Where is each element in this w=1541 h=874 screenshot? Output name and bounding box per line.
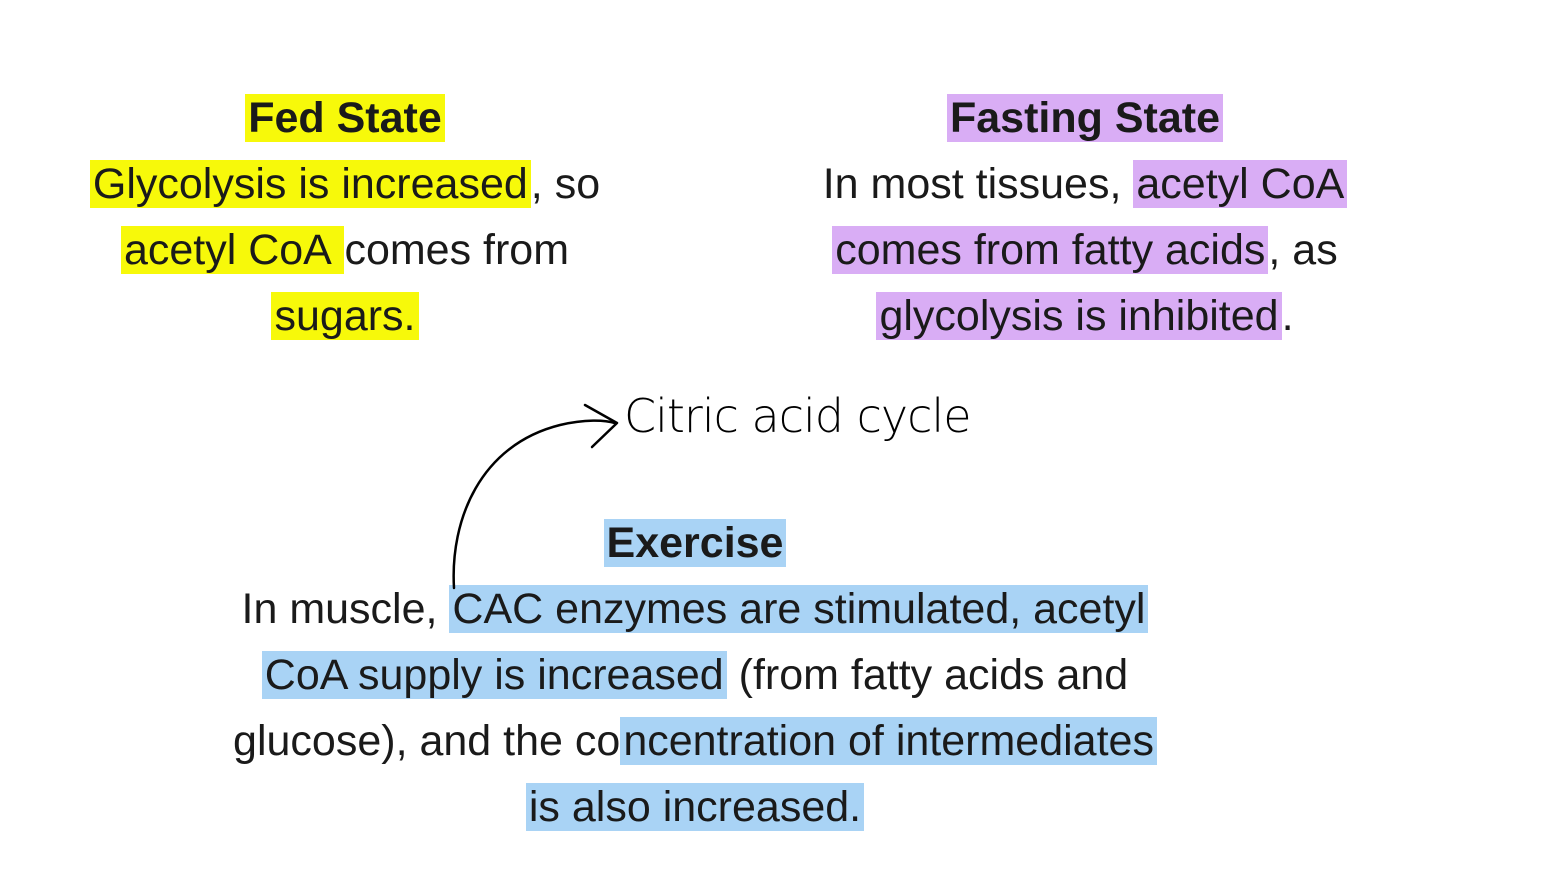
fasting-state-line-2: comes from fatty acids, as bbox=[760, 217, 1410, 283]
fasting-line1-highlight: acetyl CoA bbox=[1133, 160, 1348, 208]
fed-state-line-2: acetyl CoA comes from bbox=[40, 217, 650, 283]
exercise-line-3: glucose), and the concentration of inter… bbox=[110, 708, 1280, 774]
fasting-state-section: Fasting State In most tissues, acetyl Co… bbox=[760, 85, 1410, 349]
exercise-line-4: is also increased. bbox=[110, 774, 1280, 840]
fasting-state-line-3: glycolysis is inhibited. bbox=[760, 283, 1410, 349]
exercise-line1-pre: In muscle, bbox=[241, 585, 450, 633]
exercise-heading-text: Exercise bbox=[603, 519, 787, 567]
fasting-line2-rest: , as bbox=[1268, 226, 1338, 274]
fed-state-line-1: Glycolysis is increased, so bbox=[40, 151, 650, 217]
exercise-line-2: CoA supply is increased (from fatty acid… bbox=[110, 642, 1280, 708]
fed-line3-highlight: sugars. bbox=[271, 292, 419, 340]
fed-state-heading-text: Fed State bbox=[245, 94, 445, 142]
citric-acid-cycle-label: Citric acid cycle bbox=[624, 389, 971, 443]
exercise-line-1: In muscle, CAC enzymes are stimulated, a… bbox=[110, 576, 1280, 642]
fed-line2-highlight: acetyl CoA bbox=[120, 226, 345, 274]
exercise-line2-rest: (from fatty acids and bbox=[726, 651, 1129, 699]
fed-line2-rest: comes from bbox=[344, 226, 570, 274]
fed-line1-rest: , so bbox=[530, 160, 601, 208]
fed-state-section: Fed State Glycolysis is increased, so ac… bbox=[40, 85, 650, 349]
fasting-state-line-1: In most tissues, acetyl CoA bbox=[760, 151, 1410, 217]
arrow-head-icon bbox=[583, 403, 619, 449]
exercise-line4-highlight: is also increased. bbox=[525, 783, 865, 831]
exercise-line2-highlight: CoA supply is increased bbox=[261, 651, 727, 699]
exercise-heading: Exercise bbox=[110, 510, 1280, 576]
fasting-line3-rest: . bbox=[1281, 292, 1294, 340]
fasting-state-heading: Fasting State bbox=[760, 85, 1410, 151]
fed-state-heading: Fed State bbox=[40, 85, 650, 151]
fasting-line3-highlight: glycolysis is inhibited bbox=[876, 292, 1282, 340]
exercise-line3-highlight: ncentration of intermediates bbox=[620, 717, 1157, 765]
exercise-line1-highlight: CAC enzymes are stimulated, acetyl bbox=[449, 585, 1149, 633]
exercise-line3-pre: glucose), and the co bbox=[233, 717, 621, 765]
fasting-line1-pre: In most tissues, bbox=[822, 160, 1134, 208]
fed-state-line-3: sugars. bbox=[40, 283, 650, 349]
fasting-line2-highlight: comes from fatty acids bbox=[832, 226, 1269, 274]
exercise-section: Exercise In muscle, CAC enzymes are stim… bbox=[110, 510, 1280, 840]
fasting-state-heading-text: Fasting State bbox=[947, 94, 1223, 142]
fed-line1-highlight: Glycolysis is increased bbox=[89, 160, 531, 208]
